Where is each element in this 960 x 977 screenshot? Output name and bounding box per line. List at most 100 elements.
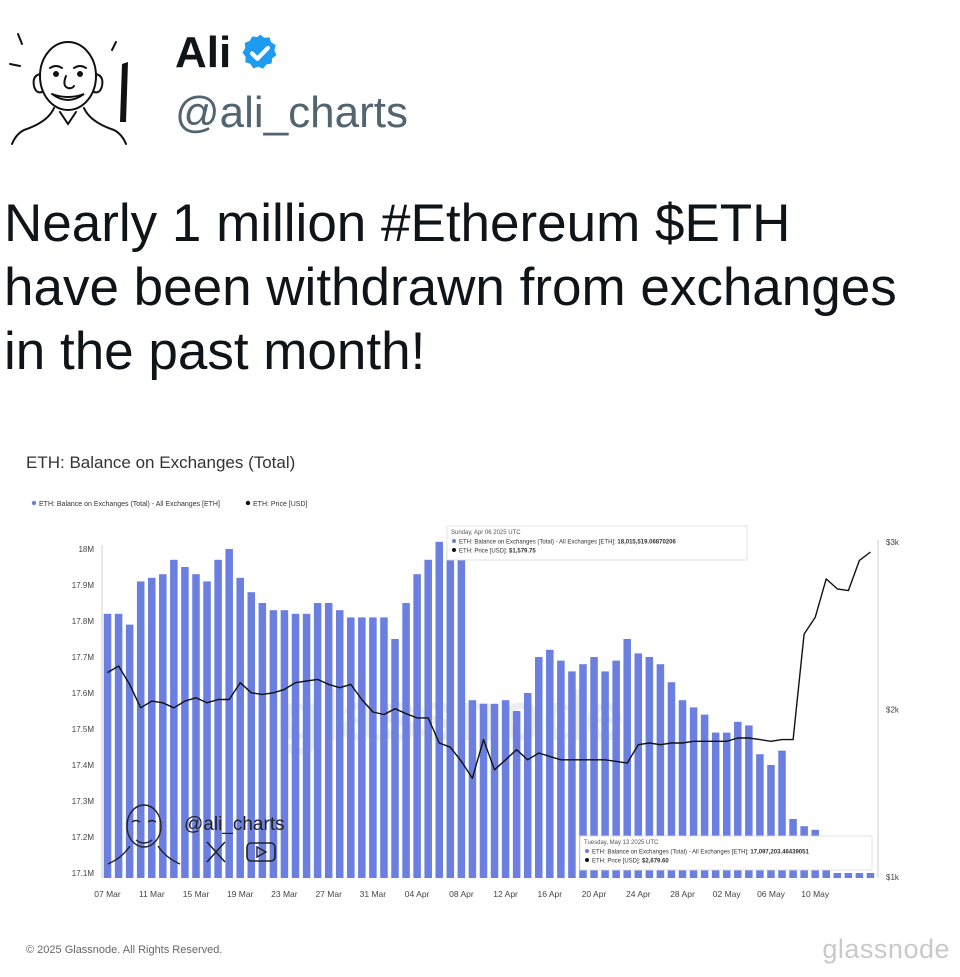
tooltip-2-box [579,835,873,871]
balance-bar [590,657,598,878]
balance-bar [568,671,576,878]
author-name-row: Ali [175,28,281,78]
y-left-tick-label: 17.4M [72,761,95,770]
x-tick-label: 28 Apr [670,889,695,899]
balance-bar [435,541,443,878]
x-tick-label: 11 Mar [139,889,165,899]
youtube-icon [246,842,276,862]
x-tick-label: 27 Mar [315,889,342,899]
balance-bar [136,581,145,878]
balance-bar [203,581,211,878]
balance-bar [291,613,300,878]
balance-bar [623,639,631,878]
glassnode-brand-logo: glassnode [822,934,950,964]
balance-bar [446,549,455,878]
balance-bar [833,873,842,878]
tooltip-1-box [446,525,748,561]
balance-bar [114,613,123,878]
balance-bar [181,567,189,878]
balance-bar [413,574,421,878]
balance-bar [557,660,565,878]
y-left-tick-label: 17.6M [72,689,95,698]
x-tick-label: 06 May [757,889,786,899]
balance-bar [280,610,289,878]
balance-bar [501,700,510,878]
cartoon-face-avatar-icon[interactable] [4,24,136,148]
balance-bar [258,603,267,878]
x-tick-label: 20 Apr [582,889,607,899]
balance-bar [745,725,753,878]
tooltip-1-balance-text: ETH: Balance on Exchanges (Total) - All … [459,540,676,546]
watermark-avatar-icon [107,804,181,865]
balance-bar [612,660,620,878]
balance-bar [358,617,366,878]
balance-bar [711,732,720,878]
balance-bar [634,653,643,878]
legend-price-marker [245,500,251,506]
balance-bar [335,610,344,878]
x-tick-label: 15 Mar [183,889,210,899]
x-tick-label: 24 Apr [626,889,651,899]
balance-bar [402,603,410,878]
balance-bar [380,617,388,878]
y-left-tick-label: 17.7M [72,653,95,662]
balance-bar [170,559,178,878]
balance-bar [313,603,322,878]
balance-bar [535,657,543,878]
balance-bar [369,617,377,878]
balance-bar [225,549,233,878]
balance-bar [645,657,654,878]
balance-bar [159,574,167,878]
x-tick-label: 04 Apr [405,889,430,899]
balance-bar [103,613,112,878]
legend-balance-label: ETH: Balance on Exchanges (Total) - All … [39,501,220,508]
y-right-tick-label: $2k [886,706,900,715]
x-tick-label: 23 Mar [271,889,298,899]
balance-bar [700,714,709,878]
tooltip-2-balance-marker [585,849,589,853]
x-tick-label: 08 Apr [449,889,474,899]
eth-balance-chart: ETH: Balance on Exchanges (Total) - All … [31,500,900,899]
y-left-tick-label: 18M [78,545,94,554]
balance-bar [148,577,156,878]
watermark-handle: @ali_charts [184,814,285,835]
author-display-name[interactable]: Ali [175,28,232,77]
tooltip-1-price-marker [452,548,456,552]
balance-bar [689,707,698,878]
balance-bar [722,732,731,878]
balance-bar [523,693,532,878]
x-logo-icon [206,841,226,863]
verified-badge-icon [242,34,277,69]
x-tick-label: 02 May [713,889,742,899]
balance-bar [391,639,399,878]
copyright-text: © 2025 Glassnode. All Rights Reserved. [26,944,223,956]
balance-bar [844,873,853,878]
tooltip-1-price-text: ETH: Price [USD]: $1,579.75 [459,549,536,555]
author-handle[interactable]: @ali_charts [175,88,408,137]
y-left-tick-label: 17.9M [72,581,95,590]
x-tick-label: 16 Apr [538,889,563,899]
y-left-tick-label: 17.8M [72,617,95,626]
balance-bar [866,873,875,878]
legend-price-label: ETH: Price [USD] [253,501,308,508]
x-tick-label: 12 Apr [493,889,518,899]
balance-bar [756,754,764,878]
y-left-tick-label: 17.5M [72,725,95,734]
balance-bar [546,649,554,878]
balance-bar [125,624,134,878]
balance-bar [468,700,477,878]
tooltip-2-balance-text: ETH: Balance on Exchanges (Total) - All … [592,850,809,856]
y-right-tick-label: $3k [886,538,900,547]
price-line [107,551,871,779]
balance-bar [457,545,466,878]
balance-bar [855,873,864,878]
balance-bar [324,603,333,878]
tooltip-1-date: Sunday, Apr 06 2025 UTC [451,530,521,536]
tooltip-1-balance-marker [452,539,456,543]
y-left-tick-label: 17.2M [72,833,95,842]
x-tick-label: 10 May [801,889,830,899]
tooltip-2-price-marker [585,858,589,862]
tweet-text: Nearly 1 million #Ethereum $ETH have bee… [4,194,897,381]
tooltip-2-price-text: ETH: Price [USD]: $2,679.60 [592,859,669,865]
legend-balance-marker [31,500,37,506]
